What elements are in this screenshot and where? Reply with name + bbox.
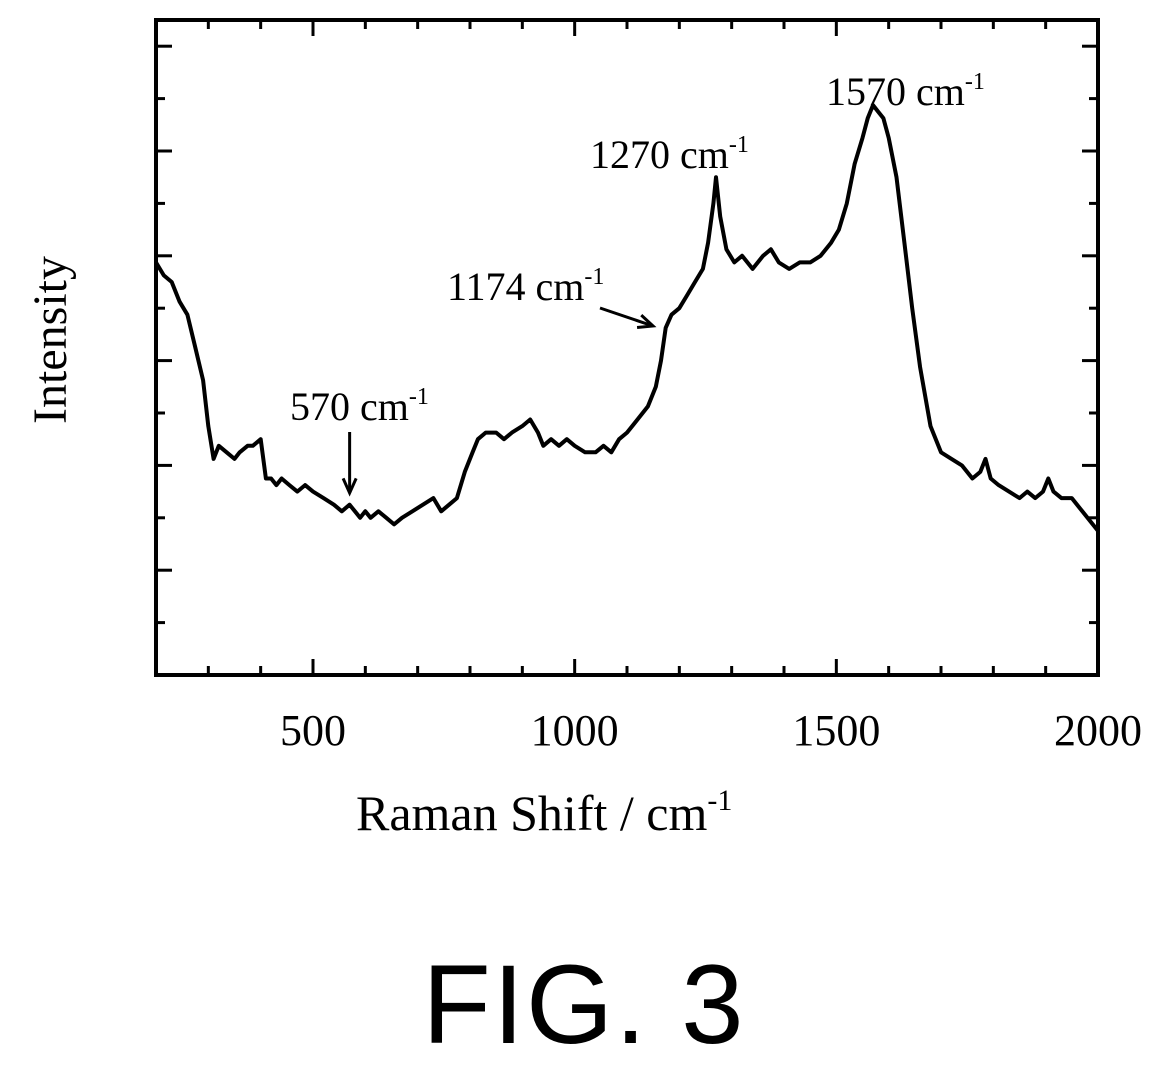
axis-ticks <box>156 20 1098 675</box>
peak-label-1270: 1270 cm-1 <box>590 132 749 177</box>
plot-frame <box>154 18 1100 677</box>
peak-label-1570: 1570 cm-1 <box>826 69 985 114</box>
peak-arrowhead-570 <box>341 477 358 497</box>
peak-arrow-1174 <box>599 306 654 328</box>
x-tick-label: 500 <box>280 706 346 755</box>
figure-label: FIG. 3 <box>422 942 746 1067</box>
series-line <box>154 103 1100 533</box>
raman-chart: 500 1000 1500 2000 570 cm-1 1174 cm-1 1270 cm… <box>24 18 1142 841</box>
annotations: 570 cm-1 1174 cm-1 1270 cm-1 1570 cm-1 <box>290 69 985 497</box>
x-tick-labels: 500 1000 1500 2000 <box>280 706 1142 755</box>
x-tick-label: 2000 <box>1054 706 1142 755</box>
x-tick-label: 1000 <box>531 706 619 755</box>
peak-label-570: 570 cm-1 <box>290 384 429 429</box>
x-axis-label: Raman Shift / cm-1 <box>356 784 732 841</box>
y-axis-label: Intensity <box>24 256 77 424</box>
peak-arrowhead-1174 <box>636 314 657 329</box>
peak-label-1174: 1174 cm-1 <box>447 264 604 309</box>
x-tick-label: 1500 <box>792 706 880 755</box>
